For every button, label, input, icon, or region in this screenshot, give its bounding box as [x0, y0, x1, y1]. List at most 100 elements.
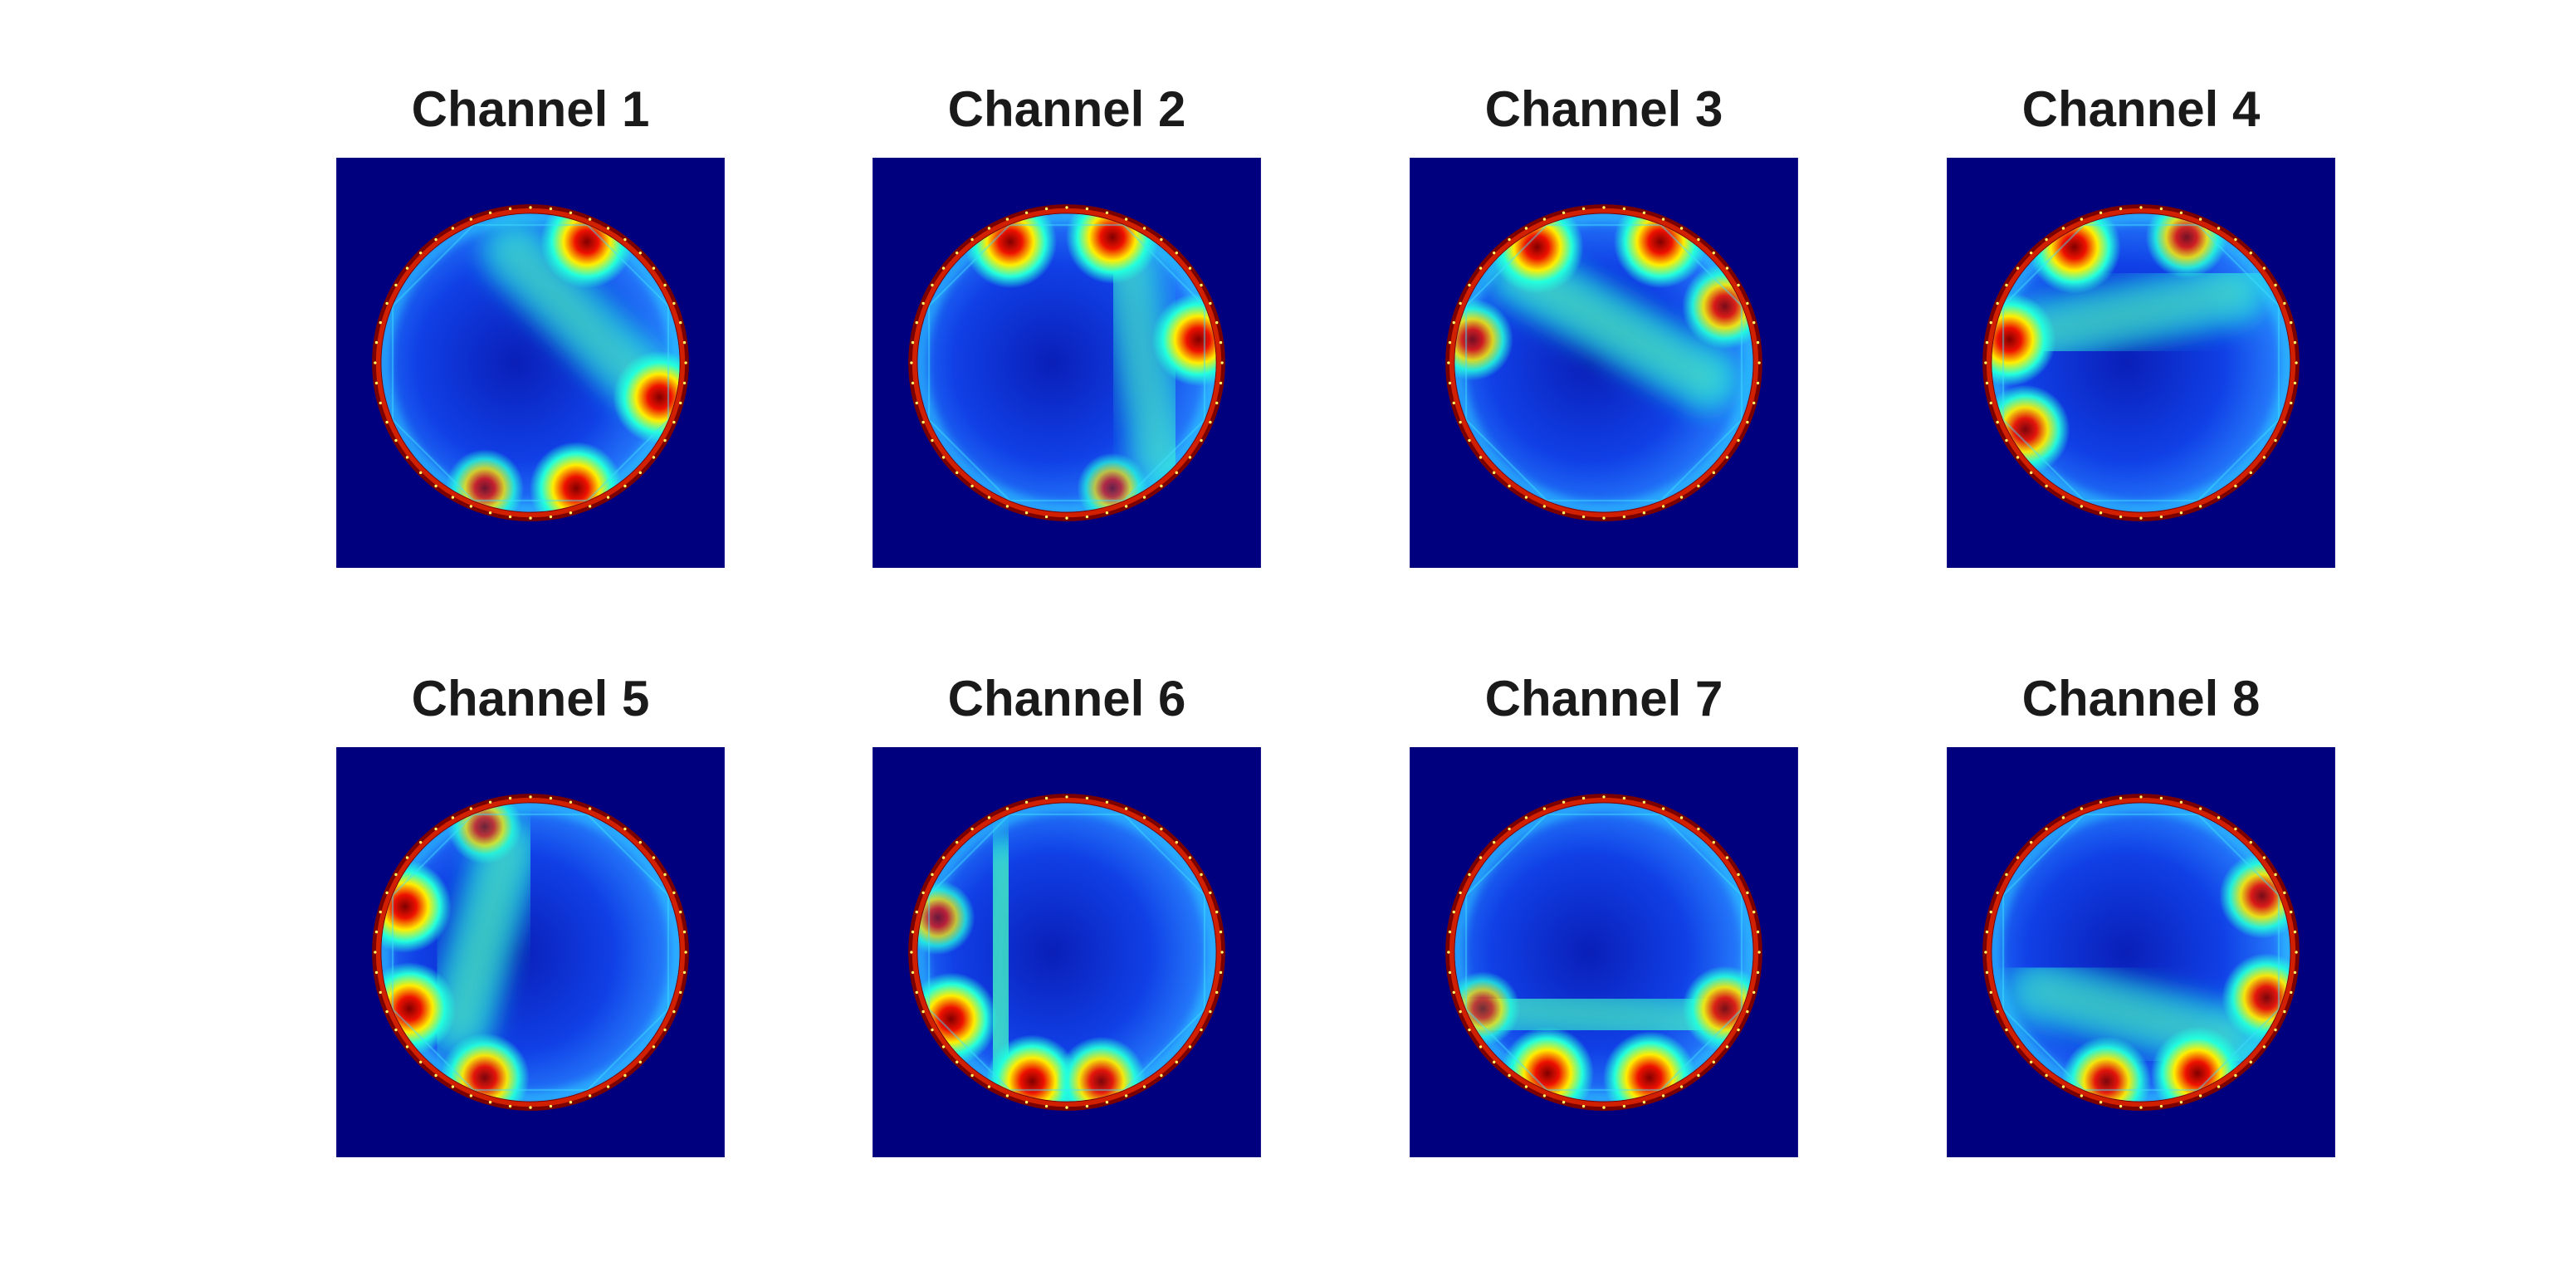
electrode-dot [488, 1101, 492, 1104]
rim-edge [1449, 208, 1759, 518]
electrode-dot [911, 970, 915, 975]
electrode-dot [2249, 252, 2252, 255]
electrode-dot [2234, 1073, 2237, 1078]
electrode-dot [1105, 800, 1109, 804]
electrode-dot [434, 1073, 437, 1078]
electrode-dot [374, 970, 379, 975]
electrode-dot [606, 816, 610, 819]
electrode-edge-3 [1465, 1008, 1548, 1091]
electrode-dot [2217, 816, 2221, 819]
electrode-dot [2005, 873, 2008, 877]
electrode-dot [2061, 227, 2065, 230]
electrode-dot [931, 1028, 934, 1032]
electrode-dot [672, 891, 676, 895]
electrode-edge-5 [928, 224, 1011, 307]
electrode-dot [385, 301, 389, 306]
electrode-dot [379, 990, 382, 995]
electrode-dot [1479, 856, 1483, 859]
electrode-dot [1200, 873, 1203, 877]
rim-edge [1449, 797, 1759, 1107]
electrode-edge-7 [1659, 224, 1743, 307]
electrode-dot [1219, 340, 1223, 345]
electrode-dot [1105, 511, 1109, 515]
electrode-dot [987, 1085, 991, 1088]
electrode-dot [1044, 796, 1048, 800]
electrode-dot [652, 856, 656, 859]
electrode-dot [2283, 1009, 2286, 1014]
electrode-dot [1756, 930, 1760, 934]
electrode-dot [1996, 891, 1999, 895]
electrode-dot [606, 1085, 610, 1088]
electrode-dot [1447, 951, 1450, 954]
disc [381, 213, 680, 512]
electrode-dot [1985, 970, 1989, 975]
electrode-dot [2290, 910, 2293, 914]
electrode-edge-5 [392, 814, 475, 897]
electrode-dot [2045, 1073, 2048, 1078]
electrode-dot [2290, 320, 2293, 325]
electrode-dot [1448, 970, 1452, 975]
electrode-dot [679, 401, 682, 405]
electrode-dot [1124, 505, 1128, 508]
electrode-dot [638, 252, 642, 255]
electrode-dot [1985, 340, 1989, 345]
electrode-dot [2030, 471, 2033, 474]
electrode-dot [1602, 795, 1606, 799]
electrode-dot [931, 438, 934, 442]
electrode-dot [910, 361, 913, 364]
electrode-dot [1209, 891, 1212, 895]
heatmap-plot [336, 747, 725, 1157]
electrode-dot [915, 910, 918, 914]
electrode-dot [2290, 401, 2293, 405]
electrode-dot [1562, 1101, 1566, 1104]
channel-title: Channel 3 [1484, 81, 1723, 137]
electrode-dot [2283, 420, 2286, 424]
electrode-dot [987, 816, 991, 819]
electrode-dot [2016, 1045, 2020, 1049]
channel-title: Channel 1 [411, 81, 650, 137]
electrode-dot [623, 484, 627, 488]
electrode-dots [910, 206, 1224, 520]
rim-edge [375, 797, 686, 1107]
heatmap-plot [873, 747, 1261, 1157]
electrode-dot [1065, 795, 1068, 799]
electrode-dot [529, 516, 532, 520]
electrode-dot [606, 227, 610, 230]
electrode-dot [569, 511, 573, 515]
electrode-dot [2061, 816, 2065, 819]
electrode-dot [1142, 227, 1146, 230]
electrode-dot [672, 1009, 676, 1014]
heatmap-plot [873, 158, 1261, 568]
electrode-dot [1160, 484, 1163, 488]
electrode-dot [1142, 496, 1146, 499]
electrode-dot [1085, 796, 1089, 800]
electrode-dot [1756, 340, 1760, 345]
electrode-dot [588, 505, 592, 508]
electrode-dot [1448, 381, 1452, 385]
electrode-dot [1746, 301, 1749, 306]
electrode-dot [1602, 1106, 1606, 1109]
electrode-dot [1756, 381, 1760, 385]
electrode-dot [2198, 218, 2202, 221]
electrode-dot [379, 910, 382, 914]
electrode-dot [2249, 471, 2252, 474]
electrode-edge-1 [1659, 418, 1743, 501]
electrode-dot [451, 496, 455, 499]
electrode-dot [508, 1104, 512, 1108]
electrode-dot [1215, 401, 1219, 405]
electrode-dot [1996, 301, 1999, 306]
electrode-dot [569, 800, 573, 804]
electrode-edge-7 [1659, 814, 1743, 897]
electrode-dot [1215, 990, 1219, 995]
electrode-dot [451, 1085, 455, 1088]
electrode-dots [374, 206, 687, 520]
electrode-dot [2119, 515, 2123, 519]
electrode-dots [910, 795, 1224, 1109]
electrode-dot [2159, 515, 2163, 519]
electrode-dot [451, 227, 455, 230]
electrode-dot [638, 1060, 642, 1063]
electrode-dots [1447, 206, 1761, 520]
electrode-dot [1989, 401, 1992, 405]
channel-panel-1: Channel 1 [336, 66, 725, 568]
electrode-dot [2099, 800, 2103, 804]
